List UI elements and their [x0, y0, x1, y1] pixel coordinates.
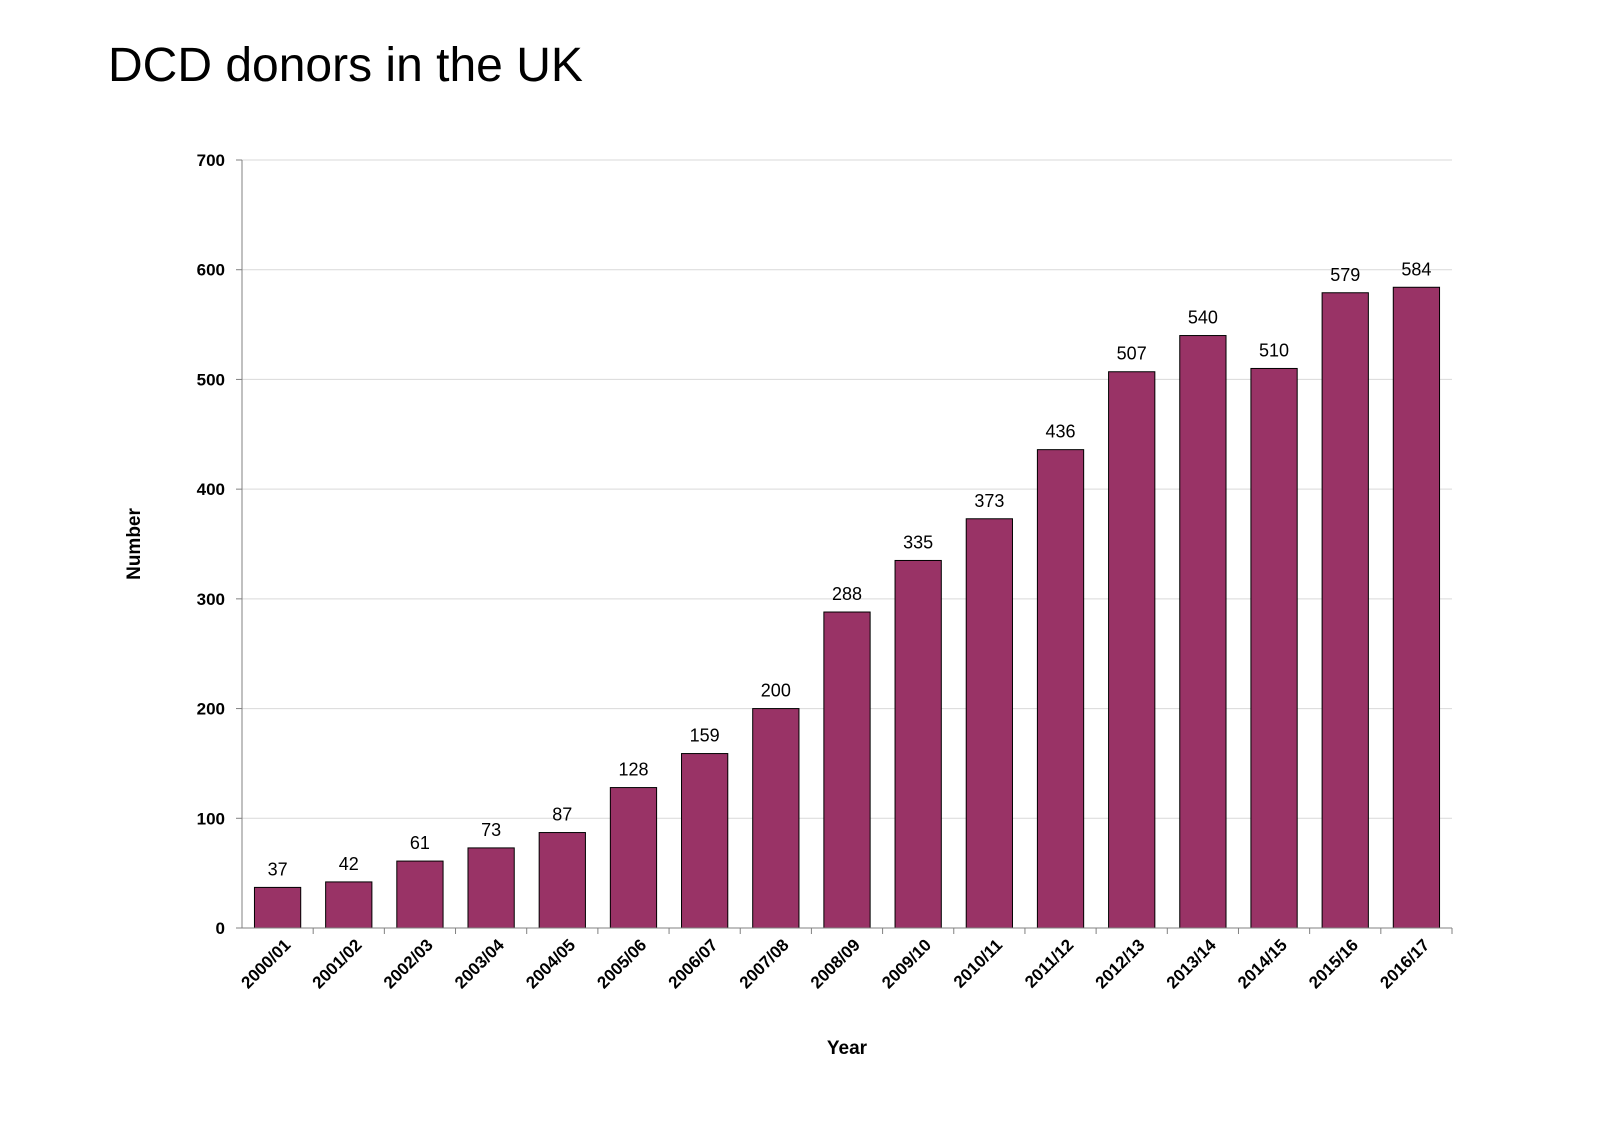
bar	[965, 518, 1013, 929]
data-label: 128	[618, 760, 648, 780]
y-tick-label: 0	[216, 919, 225, 938]
data-labels: 37 42 61 73 87 128 159 200 288 335 373 436 507 540 510…	[268, 259, 1432, 879]
axes	[236, 159, 1453, 934]
x-tick-label: 2016/17	[1376, 935, 1433, 992]
bar	[1108, 371, 1156, 929]
bars	[253, 286, 1441, 929]
bar	[752, 708, 800, 929]
y-tick-label: 700	[197, 151, 225, 170]
data-label: 510	[1259, 340, 1289, 360]
y-tick-labels: 0 100 200 300 400 500 600 700	[197, 151, 225, 938]
data-label: 42	[339, 854, 359, 874]
x-tick-label: 2005/06	[593, 935, 650, 992]
bar	[538, 832, 586, 929]
bar	[467, 847, 515, 929]
x-tick-label: 2007/08	[736, 935, 793, 992]
x-tick-label: 2010/11	[950, 935, 1006, 991]
data-label: 61	[410, 833, 430, 853]
y-axis-title: Number	[124, 508, 145, 580]
x-tick-label: 2012/13	[1092, 935, 1149, 992]
bar	[253, 886, 302, 929]
x-tick-label: 2006/07	[665, 935, 722, 992]
x-tick-label: 2008/09	[807, 935, 864, 992]
data-label: 87	[552, 805, 572, 825]
x-tick-label: 2015/16	[1305, 935, 1362, 992]
data-label: 73	[481, 820, 501, 840]
bar	[396, 860, 444, 929]
data-label: 584	[1401, 259, 1431, 279]
x-axis-title: Year	[827, 1038, 868, 1059]
bar	[609, 787, 658, 929]
data-label: 37	[268, 859, 288, 879]
data-label: 436	[1046, 422, 1076, 442]
y-tick-label: 500	[197, 370, 225, 389]
bar	[1250, 367, 1298, 929]
bar	[1036, 449, 1085, 929]
x-tick-label: 2014/15	[1234, 935, 1291, 992]
x-tick-label: 2000/01	[238, 935, 295, 992]
y-tick-label: 300	[197, 590, 225, 609]
bar	[1321, 292, 1369, 929]
x-tick-label: 2011/12	[1021, 935, 1077, 991]
slide-title: DCD donors in the UK	[108, 39, 583, 92]
x-tick-label: 2001/02	[309, 935, 366, 992]
x-tick-label: 2009/10	[878, 935, 935, 992]
bar	[1392, 286, 1441, 929]
x-tick-labels: 2000/01 2001/02 2002/03 2003/04 2004/05 2005/…	[238, 935, 1434, 992]
data-label: 507	[1117, 344, 1147, 364]
y-tick-label: 600	[197, 261, 225, 280]
data-label: 373	[974, 491, 1004, 511]
x-tick-label: 2013/14	[1163, 935, 1220, 992]
x-tick-label: 2003/04	[451, 935, 508, 992]
bar	[894, 559, 942, 929]
y-tick-label: 200	[197, 700, 225, 719]
bar	[681, 753, 729, 929]
data-label: 579	[1330, 265, 1360, 285]
x-tick-label: 2002/03	[380, 935, 437, 992]
x-tick-label: 2004/05	[522, 935, 579, 992]
data-label: 200	[761, 681, 791, 701]
bar	[325, 881, 373, 929]
bar	[823, 611, 871, 929]
y-tick-label: 400	[197, 480, 225, 499]
data-label: 159	[690, 726, 720, 746]
data-label: 288	[832, 584, 862, 604]
y-tick-label: 100	[197, 809, 225, 828]
data-label: 335	[903, 532, 933, 552]
bar	[1179, 335, 1227, 929]
data-label: 540	[1188, 308, 1218, 328]
